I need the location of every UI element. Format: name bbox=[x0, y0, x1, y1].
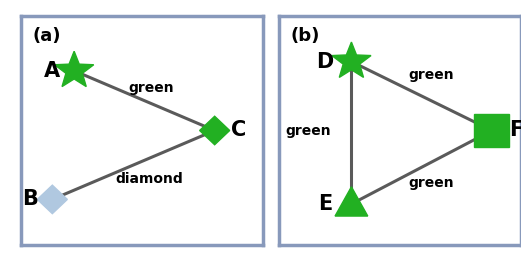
Text: green: green bbox=[408, 68, 454, 82]
Text: green: green bbox=[129, 81, 175, 95]
Text: (a): (a) bbox=[33, 27, 61, 45]
Text: A: A bbox=[44, 61, 60, 81]
Text: diamond: diamond bbox=[115, 172, 183, 186]
Text: B: B bbox=[22, 189, 39, 209]
Polygon shape bbox=[38, 185, 67, 214]
Polygon shape bbox=[55, 51, 94, 87]
Text: F: F bbox=[509, 121, 521, 140]
Text: D: D bbox=[316, 52, 333, 72]
Text: green: green bbox=[285, 123, 331, 138]
Text: (b): (b) bbox=[291, 27, 320, 45]
Polygon shape bbox=[200, 116, 230, 145]
Text: green: green bbox=[408, 176, 454, 190]
Text: C: C bbox=[231, 121, 246, 140]
Polygon shape bbox=[332, 42, 371, 78]
Polygon shape bbox=[335, 187, 368, 216]
FancyBboxPatch shape bbox=[475, 114, 510, 147]
Text: E: E bbox=[318, 194, 332, 214]
